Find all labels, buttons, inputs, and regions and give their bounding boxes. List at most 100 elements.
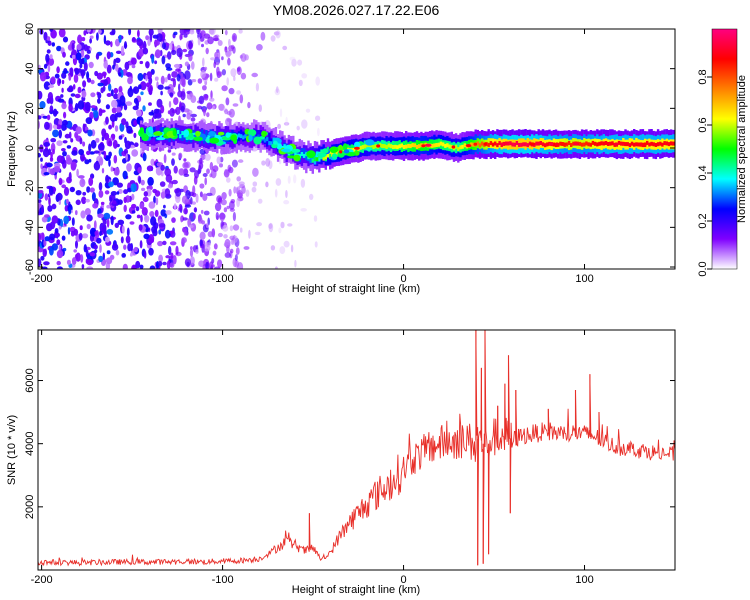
noise-blob (138, 84, 142, 90)
noise-blob (98, 255, 104, 263)
ridge-core (313, 157, 317, 162)
noise-blob (101, 128, 107, 137)
noise-blob (38, 115, 42, 120)
ridge-blob (188, 133, 194, 139)
noise-blob (140, 179, 145, 186)
noise-blob (122, 170, 128, 180)
noise-blob (212, 250, 217, 256)
spectrogram-ytick-label: -40 (24, 219, 36, 235)
noise-blob (75, 240, 78, 249)
noise-blob (108, 83, 112, 92)
noise-blob (202, 193, 208, 201)
noise-blob (126, 227, 130, 237)
ridge-core (283, 144, 286, 149)
noise-blob (210, 264, 215, 268)
noise-blob (61, 87, 64, 93)
noise-blob (176, 47, 183, 58)
noise-blob (183, 158, 187, 162)
ridge-core (593, 141, 597, 146)
noise-blob (102, 252, 106, 260)
noise-blob (43, 172, 50, 176)
ridge-core (472, 142, 475, 147)
spectrogram-axes: -200 -100 0 100 60 40 20 0 -20 -40 -60 (24, 23, 675, 285)
noise-blob (106, 51, 111, 60)
ridge-core (537, 141, 540, 146)
ridge-core (589, 142, 592, 147)
noise-blob (214, 202, 222, 212)
snr-xtick-label: 100 (575, 574, 593, 586)
noise-blob (206, 112, 210, 118)
colorbar-tick-label: 0.2 (697, 213, 709, 228)
ridge-core (580, 142, 584, 147)
colorbar-ticks: 0.0 0.2 0.4 0.6 0.8 (697, 69, 712, 277)
noise-blob (111, 107, 117, 114)
noise-blob (50, 138, 57, 143)
noise-blob (230, 68, 237, 77)
noise-blob (256, 222, 262, 227)
noise-blob (114, 113, 118, 122)
noise-blob (101, 167, 105, 174)
ridge-blob (253, 136, 262, 145)
noise-blob (150, 216, 157, 226)
spectrogram-ytick-label: -20 (24, 180, 36, 196)
noise-blob (171, 152, 176, 156)
noise-blob (156, 98, 163, 108)
noise-blob (133, 132, 137, 139)
noise-blob (92, 110, 99, 119)
ridge-core (624, 142, 627, 147)
noise-blob (63, 186, 70, 196)
noise-blob (131, 149, 139, 157)
noise-blob (85, 117, 93, 125)
noise-blob (53, 124, 58, 130)
noise-blob (131, 203, 137, 209)
noise-blob (151, 54, 155, 64)
noise-blob (147, 39, 151, 46)
noise-blob (86, 29, 92, 33)
noise-blob (47, 92, 54, 101)
noise-blob (146, 165, 154, 172)
noise-blob (175, 106, 181, 115)
ridge-blob (139, 127, 145, 135)
noise-blob (106, 204, 111, 209)
noise-blob (118, 135, 123, 140)
noise-blob (124, 148, 128, 155)
noise-blob (123, 244, 127, 250)
noise-blob (66, 157, 73, 165)
noise-blob (283, 122, 290, 126)
noise-blob (152, 34, 159, 39)
noise-blob (154, 60, 158, 65)
ridge-core (583, 142, 586, 147)
noise-blob (293, 174, 297, 184)
noise-blob (265, 158, 271, 167)
ridge-core (335, 151, 338, 156)
noise-blob (164, 168, 172, 177)
noise-blob (296, 125, 300, 131)
noise-blob (68, 103, 73, 112)
noise-blob (254, 231, 261, 236)
ridge-core (213, 133, 217, 138)
chart-title: YM08.2026.027.17.22.E06 (273, 2, 440, 18)
spectrogram-xtick-label: -200 (31, 273, 53, 285)
noise-blob (97, 82, 104, 87)
noise-blob (101, 71, 107, 77)
noise-blob (213, 243, 218, 250)
noise-blob (252, 181, 258, 187)
spectrogram-panel: -200 -100 0 100 60 40 20 0 -20 -40 -60 Height of s… (6, 23, 676, 295)
noise-blob (123, 189, 129, 195)
noise-blob (105, 257, 113, 265)
ridge-blob (317, 152, 327, 158)
ridge-core (541, 142, 545, 147)
noise-blob (84, 208, 91, 216)
noise-blob (181, 237, 187, 244)
ridge-core (242, 135, 245, 140)
noise-blob (183, 168, 189, 176)
noise-blob (111, 243, 119, 251)
noise-blob (62, 119, 68, 126)
ridge-core (446, 143, 449, 148)
noise-blob (227, 164, 232, 172)
ridge-core (470, 142, 473, 147)
ridge-core (407, 143, 410, 148)
noise-blob (196, 29, 200, 35)
noise-blob (244, 54, 249, 61)
ridge-core (444, 143, 447, 148)
